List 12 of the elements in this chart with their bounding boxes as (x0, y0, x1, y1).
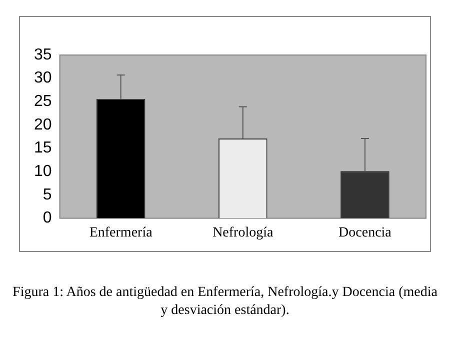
y-tick-label: 10 (34, 162, 52, 180)
x-tick-label: Docencia (338, 225, 392, 240)
x-tick-label: Enfermería (89, 225, 154, 240)
y-tick-label: 5 (42, 186, 52, 204)
y-tick-label: 15 (34, 140, 52, 157)
y-tick-label: 35 (34, 46, 52, 64)
text: Figura 1: Años de antigüedad en Enfermería, Nefrología.y Docencia (media y desviación estándar). (12, 284, 438, 320)
y-tick-label: 30 (34, 70, 52, 87)
y-tick-label: 0 (42, 210, 52, 227)
x-tick-label: Nefrología (212, 225, 274, 240)
y-tick-label: 20 (34, 116, 52, 134)
y-tick-label: 25 (34, 93, 52, 110)
